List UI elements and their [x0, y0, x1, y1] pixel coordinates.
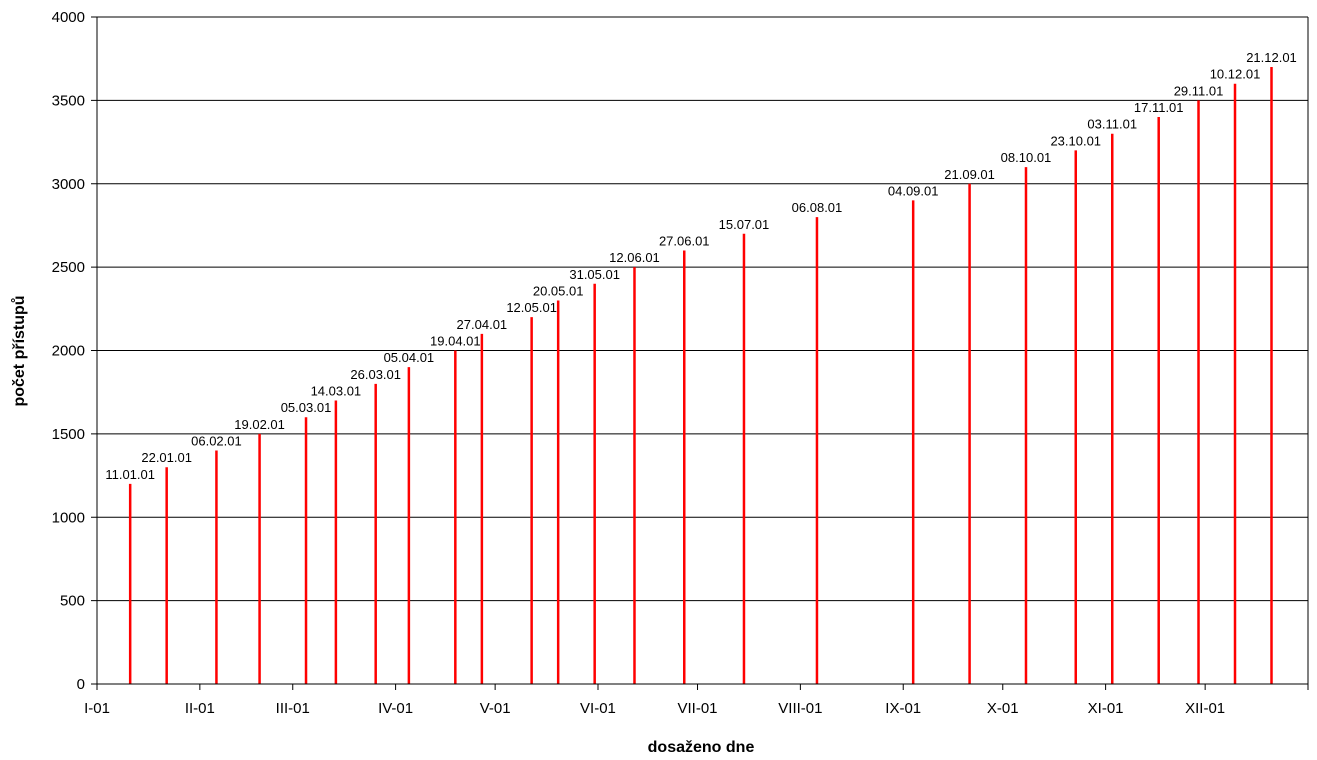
y-tick-label: 0: [77, 676, 85, 693]
x-tick-label: V-01: [480, 700, 511, 717]
data-label: 05.04.01: [384, 350, 435, 365]
x-tick-label: X-01: [987, 700, 1019, 717]
x-tick-label: IX-01: [885, 700, 921, 717]
data-label: 19.02.01: [234, 417, 285, 432]
gridlines: [97, 16, 1308, 602]
y-axis-title: počet přístupů: [11, 295, 28, 406]
data-label: 03.11.01: [1087, 117, 1137, 132]
data-label: 12.05.01: [506, 300, 557, 315]
x-axis-title: dosaženo dne: [648, 739, 755, 756]
x-tick-label: II-01: [185, 700, 215, 717]
y-tick-label: 2000: [52, 343, 85, 360]
y-tick-label: 3500: [52, 92, 85, 109]
x-tick-label: III-01: [276, 700, 310, 717]
data-label: 27.06.01: [659, 233, 710, 248]
data-label: 19.04.01: [430, 334, 481, 349]
y-tick-label: 3000: [52, 176, 85, 193]
data-label: 27.04.01: [457, 317, 508, 332]
axes: [91, 16, 1309, 690]
y-tick-label: 1500: [52, 426, 85, 443]
data-label: 17.11.01: [1134, 100, 1184, 115]
x-tick-label: I-01: [84, 700, 110, 717]
data-label: 21.09.01: [944, 167, 995, 182]
bar-series: [128, 67, 1273, 684]
x-tick-labels: I-01 II-01 III-01 IV-01 V-01 VI-01 VII-01 VIII-…: [84, 700, 1225, 717]
data-label: 10.12.01: [1210, 67, 1261, 82]
data-label: 23.10.01: [1050, 133, 1101, 148]
data-label: 05.03.01: [281, 400, 332, 415]
y-tick-label: 1000: [52, 509, 85, 526]
data-label: 06.08.01: [792, 200, 843, 215]
data-label: 29.11.01: [1174, 83, 1224, 98]
data-label: 12.06.01: [609, 250, 660, 265]
x-tick-label: XI-01: [1088, 700, 1124, 717]
y-tick-label: 4000: [52, 9, 85, 26]
y-tick-labels: 0 500 1000 1500 2000 2500 3000 3500 4000: [52, 9, 85, 693]
data-label: 26.03.01: [350, 367, 401, 382]
data-label: 22.01.01: [141, 450, 192, 465]
y-tick-label: 2500: [52, 259, 85, 276]
data-label: 08.10.01: [1001, 150, 1052, 165]
data-label: 14.03.01: [311, 384, 362, 399]
data-label: 31.05.01: [569, 267, 620, 282]
data-label: 21.12.01: [1246, 50, 1297, 65]
x-tick-label: XII-01: [1185, 700, 1225, 717]
data-label: 06.02.01: [191, 434, 242, 449]
x-tick-label: VIII-01: [778, 700, 822, 717]
x-tick-label: VII-01: [678, 700, 718, 717]
data-label: 11.01.01: [105, 467, 155, 482]
x-tick-label: VI-01: [580, 700, 616, 717]
data-label: 15.07.01: [719, 217, 770, 232]
data-label: 04.09.01: [888, 183, 939, 198]
data-label: 20.05.01: [533, 283, 584, 298]
x-tick-label: IV-01: [378, 700, 413, 717]
y-tick-label: 500: [60, 593, 85, 610]
